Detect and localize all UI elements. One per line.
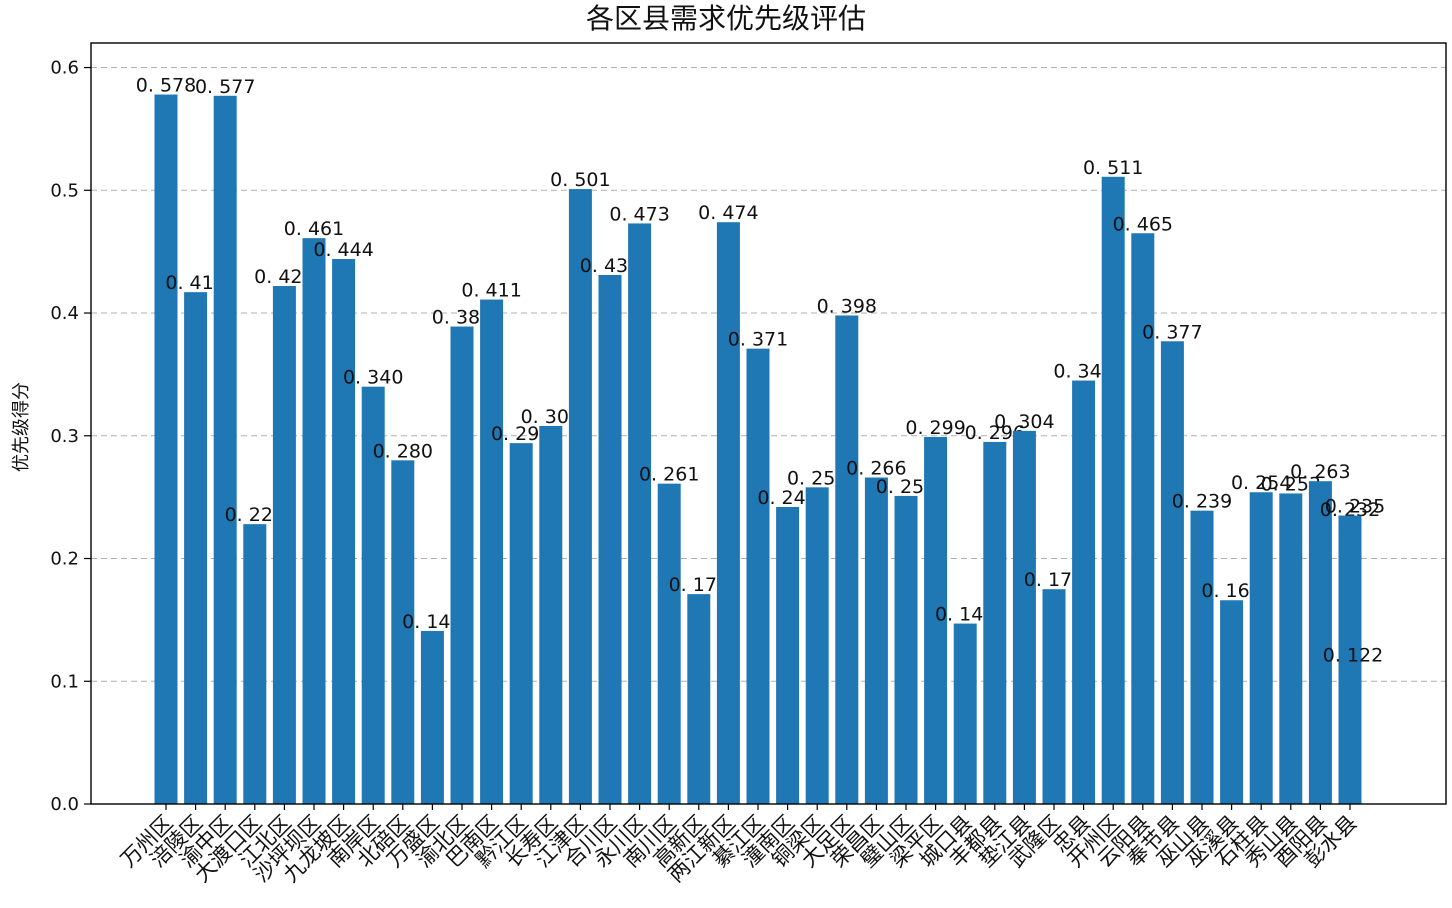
bar-value-label: 0. 253 xyxy=(1261,473,1321,495)
bar xyxy=(213,95,237,804)
bar xyxy=(480,299,504,804)
bar-value-label: 0. 411 xyxy=(461,280,521,302)
y-tick-label: 0.4 xyxy=(50,303,79,324)
bar xyxy=(154,94,178,804)
bar-value-label: 0. 444 xyxy=(313,239,373,261)
bar-value-label: 0. 299 xyxy=(905,417,965,439)
bar xyxy=(568,189,592,805)
bar xyxy=(598,274,622,804)
bar xyxy=(657,483,681,804)
bar xyxy=(1338,515,1362,804)
y-tick-label: 0.3 xyxy=(50,426,79,447)
y-tick-label: 0.0 xyxy=(50,794,79,815)
bar xyxy=(1012,430,1036,804)
bar-value-label: 0. 228 xyxy=(225,504,285,526)
bar xyxy=(924,437,948,804)
bar-value-label: 0. 474 xyxy=(698,202,758,224)
bar xyxy=(1220,600,1244,804)
bar xyxy=(539,425,563,804)
bar xyxy=(716,222,740,804)
bar-value-label: 0. 232 xyxy=(1320,499,1380,521)
y-tick-label: 0.2 xyxy=(50,549,79,570)
bar xyxy=(864,477,888,804)
bar xyxy=(805,487,829,804)
bar-value-label: 0. 251 xyxy=(876,476,936,498)
bar xyxy=(450,326,474,804)
bar-value-label: 0. 473 xyxy=(609,203,669,225)
bar-value-label: 0. 254 xyxy=(1231,472,1291,494)
bar-value-label: 0. 417 xyxy=(165,272,225,294)
bar-value-label: 0. 371 xyxy=(728,329,788,351)
bar-value-label: 0. 171 xyxy=(669,574,729,596)
bar-value-label: 0. 578 xyxy=(136,75,196,97)
bar-value-label: 0. 266 xyxy=(846,458,906,480)
y-tick-label: 0.1 xyxy=(50,671,79,692)
bar-value-label: 0. 340 xyxy=(343,367,403,389)
bar-value-label: 0. 258 xyxy=(787,467,847,489)
bar-value-label: 0. 296 xyxy=(965,422,1025,444)
bar-value-label: 0. 166 xyxy=(1201,580,1261,602)
bar-value-label: 0. 422 xyxy=(254,266,314,288)
y-tick-label: 0.6 xyxy=(50,58,79,79)
bar-value-label: 0. 577 xyxy=(195,76,255,98)
bar-value-label: 0. 304 xyxy=(994,411,1054,433)
bar xyxy=(1160,341,1184,804)
bar xyxy=(894,495,918,804)
bar xyxy=(1308,481,1332,804)
bar-value-label: 0. 280 xyxy=(373,440,433,462)
plot-frame xyxy=(90,42,1447,805)
bar xyxy=(746,348,770,804)
bar-value-label: 0. 147 xyxy=(935,604,995,626)
bar-value-label: 0. 242 xyxy=(757,487,817,509)
bar-value-label: 0. 235 xyxy=(1325,496,1385,518)
bar xyxy=(983,441,1007,804)
bar-value-label: 0. 261 xyxy=(639,464,699,486)
bar xyxy=(1101,176,1125,805)
bar xyxy=(776,506,800,804)
bar-value-label: 0. 511 xyxy=(1083,157,1143,179)
bar-value-label: 0. 465 xyxy=(1113,213,1173,235)
bar-value-label: 0. 345 xyxy=(1053,361,1113,383)
bar xyxy=(361,386,385,804)
bar xyxy=(1190,510,1214,804)
bar xyxy=(1131,233,1155,804)
bar xyxy=(628,223,652,804)
bar-value-label: 0. 175 xyxy=(1024,569,1084,591)
bar xyxy=(243,524,267,804)
bar xyxy=(184,292,208,804)
bar-value-label: 0. 141 xyxy=(402,611,462,633)
bar-value-label: 0. 461 xyxy=(284,218,344,240)
bar-value-label: 0. 389 xyxy=(432,307,492,329)
bar xyxy=(332,259,356,804)
bar-value-label: 0. 431 xyxy=(580,255,640,277)
bar-value-label: 0. 239 xyxy=(1172,491,1232,513)
bar-value-label: 0. 308 xyxy=(521,406,581,428)
bar xyxy=(1072,380,1096,804)
bar xyxy=(420,630,444,804)
bar-value-label: 0. 377 xyxy=(1142,321,1202,343)
bar xyxy=(835,315,859,804)
bar xyxy=(687,594,711,804)
bar-value-label: 0. 263 xyxy=(1290,461,1350,483)
bar-value-label: 0. 501 xyxy=(550,169,610,191)
bar xyxy=(953,623,977,804)
bar xyxy=(1279,493,1303,804)
bar-value-label: 0. 398 xyxy=(817,295,877,317)
bar xyxy=(1249,492,1273,804)
bar xyxy=(1042,589,1066,804)
bar-value-label: 0. 294 xyxy=(491,423,551,445)
bar xyxy=(509,443,533,804)
chart-title: 各区县需求优先级评估 xyxy=(585,2,866,35)
y-tick-label: 0.5 xyxy=(50,180,79,201)
bar xyxy=(302,238,326,805)
bar xyxy=(272,286,296,804)
annotation-label: 0. 122 xyxy=(1323,644,1383,666)
bar xyxy=(391,460,415,804)
